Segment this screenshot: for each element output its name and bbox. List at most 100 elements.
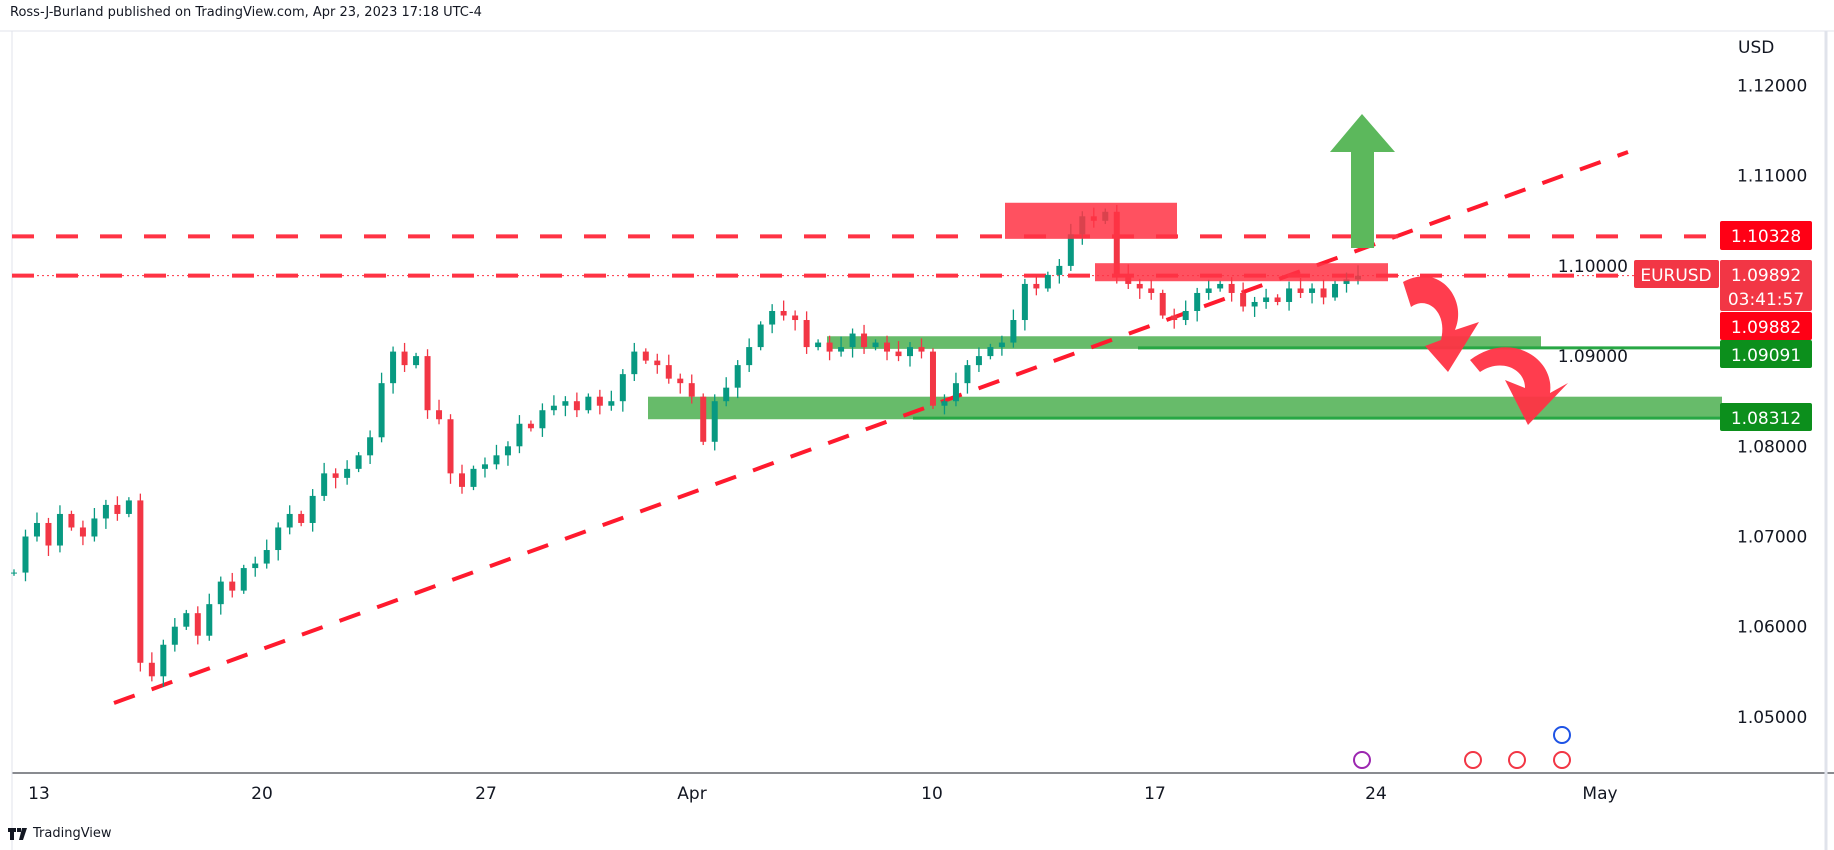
candle-body [481, 464, 488, 469]
candle-body [240, 568, 247, 591]
candle-body [1159, 292, 1166, 316]
trendline[interactable] [113, 150, 1629, 705]
candle-body [826, 342, 833, 352]
support-zone-1[interactable] [827, 336, 1541, 349]
x-tick-label: 20 [251, 784, 273, 804]
candle-body [252, 563, 259, 569]
price-label-box [1720, 403, 1812, 431]
y-tick-label: 1.06000 [1737, 618, 1807, 638]
candle-body [355, 455, 362, 469]
candle-body [861, 333, 868, 348]
candle-body [114, 504, 121, 514]
candle-body [539, 410, 546, 429]
resistance-zone[interactable] [1005, 202, 1177, 239]
candle-body [907, 347, 913, 357]
x-tick-label: 27 [475, 784, 497, 804]
candle-body [918, 347, 925, 352]
price-label: 1.09882 [1731, 318, 1801, 338]
candle-body [493, 455, 500, 465]
candle-body [975, 356, 982, 366]
candle-body [217, 581, 224, 605]
x-tick-label: 17 [1144, 784, 1166, 804]
candle-body [562, 401, 569, 406]
candle-body [401, 351, 408, 366]
tradingview-logo[interactable]: TradingView [8, 826, 112, 841]
candle-body [22, 536, 29, 573]
y-tick-label: 1.10000 [1558, 257, 1628, 277]
candle-body [148, 662, 155, 677]
candle-body [527, 423, 534, 429]
candle-body [550, 405, 557, 411]
candle-body [1205, 288, 1212, 293]
candle-body [1332, 283, 1339, 298]
candle-body [1194, 292, 1201, 311]
candle-body [424, 356, 431, 411]
y-tick-label: 1.07000 [1737, 528, 1807, 548]
candle-body [137, 500, 144, 663]
range-resistance-zone[interactable] [1095, 263, 1388, 282]
candle-body [1251, 301, 1258, 307]
candle-body [91, 518, 98, 537]
publisher-caption: Ross-J-Burland published on TradingView.… [10, 5, 482, 20]
candle-body [780, 311, 787, 316]
price-label-box [1720, 260, 1812, 311]
candle-body [1021, 283, 1028, 321]
candle-body [504, 446, 511, 456]
us-flag-icon[interactable] [1553, 751, 1571, 769]
candle-body [275, 527, 282, 551]
candle-body [171, 626, 178, 645]
support-zone-2[interactable] [648, 396, 1722, 420]
candle-body [1274, 297, 1281, 302]
y-tick-label: 1.12000 [1737, 77, 1807, 97]
candle-body [573, 401, 580, 411]
candle-body [160, 644, 167, 677]
price-label: 1.08312 [1731, 409, 1801, 429]
candle-body [194, 613, 201, 636]
currency-label: USD [1738, 38, 1774, 58]
candle-body [1056, 265, 1063, 275]
bullish-arrow-icon[interactable] [1330, 114, 1395, 248]
candle-body [459, 473, 465, 487]
price-label: 1.09091 [1731, 346, 1801, 366]
candle-body [68, 513, 75, 528]
candle-body [619, 374, 626, 402]
candle-body [941, 401, 948, 406]
candle-body [321, 473, 328, 496]
candle-body [654, 360, 661, 366]
countdown-label: 03:41:57 [1728, 290, 1804, 310]
candle-body [367, 437, 374, 456]
candle-body [298, 513, 305, 523]
x-tick-label: May [1582, 784, 1617, 804]
candle-body [1148, 288, 1155, 293]
candle-body [470, 468, 477, 487]
us-flag-icon[interactable] [1464, 751, 1482, 769]
candle-body [378, 383, 385, 438]
us-flag-icon[interactable] [1508, 751, 1526, 769]
candle-body [665, 365, 672, 379]
y-tick-label: 1.09000 [1558, 347, 1628, 367]
y-tick-label: 1.08000 [1737, 437, 1807, 457]
x-tick-label: 24 [1365, 784, 1387, 804]
candle-body [608, 401, 615, 406]
candle-body [1263, 297, 1270, 302]
candle-body [1343, 279, 1350, 284]
candle-body [838, 347, 845, 352]
bearish-arrow-icon[interactable] [1403, 276, 1479, 372]
candle-body [711, 401, 718, 442]
candle-body [1067, 234, 1074, 266]
eu-flag-icon[interactable] [1553, 726, 1571, 744]
candle-body [1171, 315, 1178, 321]
candle-body [1010, 320, 1017, 343]
candle-body [1044, 274, 1051, 289]
candle-body [815, 342, 822, 348]
x-tick-label: 10 [921, 784, 943, 804]
bearish-arrow-icon[interactable] [1470, 347, 1568, 425]
candle-body [929, 351, 936, 406]
price-label: 1.10328 [1731, 227, 1801, 247]
lightning-icon[interactable] [1353, 751, 1371, 769]
candle-body [1240, 292, 1247, 307]
tradingview-brand: TradingView [33, 826, 112, 841]
candle-body [183, 613, 190, 627]
candle-body [1320, 288, 1327, 298]
